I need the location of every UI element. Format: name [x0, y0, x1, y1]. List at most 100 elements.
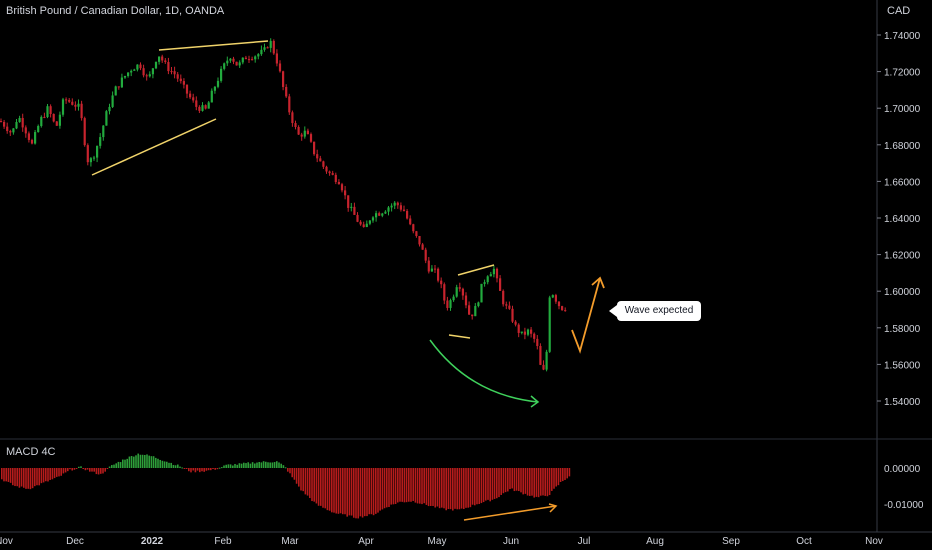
- candle-body: [158, 56, 161, 62]
- macd-bar: [511, 468, 513, 489]
- candle-body: [412, 224, 415, 232]
- macd-bar: [20, 468, 23, 487]
- macd-bar: [243, 462, 245, 468]
- candle-body: [244, 57, 247, 60]
- candle-body: [548, 297, 551, 352]
- candle-body: [313, 141, 316, 155]
- macd-bar: [476, 468, 478, 505]
- macd-bar: [49, 468, 51, 480]
- macd-bar: [163, 461, 166, 468]
- candle-body: [136, 64, 139, 70]
- macd-bar: [51, 468, 54, 480]
- candle-body: [185, 84, 189, 94]
- candle-body: [254, 56, 257, 60]
- candle-body: [474, 306, 477, 317]
- macd-bar: [249, 463, 252, 468]
- price-tick-label: 1.74000: [884, 31, 921, 42]
- macd-bar: [313, 468, 315, 502]
- macd-bar: [300, 468, 302, 491]
- macd-bar: [102, 468, 104, 474]
- macd-bar: [535, 468, 538, 497]
- macd-bar: [56, 468, 58, 477]
- macd-bar: [172, 464, 175, 468]
- macd-bar: [471, 468, 474, 505]
- macd-bar: [111, 465, 113, 468]
- macd-bar: [460, 468, 463, 509]
- macd-bar: [196, 468, 199, 471]
- candle-body: [15, 122, 18, 129]
- small-lower-trendline: [448, 334, 471, 339]
- candle-body: [179, 78, 182, 82]
- macd-indicator-label[interactable]: MACD 4C: [6, 446, 56, 458]
- candle-body: [390, 205, 393, 208]
- macd-bar: [133, 456, 135, 468]
- macd-bar: [67, 468, 69, 472]
- macd-bar: [185, 468, 188, 469]
- candle-body: [263, 47, 266, 50]
- candle-body: [291, 112, 294, 124]
- macd-bar: [529, 468, 531, 496]
- time-tick-label: May: [428, 536, 447, 547]
- macd-bar: [485, 468, 487, 501]
- macd-bar: [333, 468, 335, 513]
- macd-bar: [93, 468, 95, 472]
- macd-bar: [353, 468, 355, 518]
- macd-bar: [559, 468, 562, 482]
- macd-bar: [331, 468, 333, 513]
- candle-body: [520, 331, 523, 333]
- candle-body: [471, 314, 474, 317]
- candle-body: [213, 86, 216, 91]
- macd-bar: [177, 464, 179, 468]
- candle-body: [278, 63, 282, 72]
- candle-body: [328, 171, 331, 174]
- macd-bar: [183, 468, 186, 469]
- candle-body: [564, 310, 567, 312]
- macd-bar: [75, 468, 78, 469]
- macd-bar: [458, 468, 461, 510]
- macd-bar: [408, 468, 410, 502]
- macd-bar: [489, 468, 491, 502]
- price-tick-label: 1.66000: [884, 177, 921, 188]
- macd-bar: [498, 468, 500, 498]
- time-tick-label: Aug: [646, 536, 664, 547]
- macd-tick-label: -0.01000: [884, 500, 924, 511]
- price-tick-label: 1.62000: [884, 251, 921, 262]
- macd-bar: [23, 468, 25, 488]
- macd-bar: [551, 468, 553, 491]
- macd-bar: [276, 461, 278, 468]
- macd-bar: [548, 468, 551, 496]
- macd-bar: [493, 468, 496, 499]
- macd-bar: [100, 468, 102, 474]
- macd-bar: [445, 468, 447, 511]
- candle-body: [526, 329, 530, 335]
- macd-bar: [139, 454, 142, 468]
- macd-bar: [16, 468, 18, 487]
- candle-body: [446, 300, 449, 308]
- macd-bar: [465, 468, 467, 508]
- macd-bar: [553, 468, 555, 489]
- candle-body: [120, 77, 123, 88]
- candle-body: [297, 127, 300, 135]
- candle-body: [306, 130, 309, 135]
- price-tick-label: 1.68000: [884, 141, 921, 152]
- candle-body: [536, 338, 539, 347]
- candle-body: [399, 205, 402, 210]
- candle-body: [539, 346, 542, 365]
- candle-body: [319, 158, 322, 162]
- macd-bar: [557, 468, 560, 486]
- candle-body: [486, 276, 489, 283]
- candle-body: [325, 166, 328, 172]
- candle-body: [303, 130, 306, 137]
- macd-bar: [166, 461, 168, 468]
- candle-body: [365, 223, 368, 228]
- macd-bar: [537, 468, 540, 498]
- candle-body: [260, 49, 263, 55]
- macd-bar: [540, 468, 542, 496]
- macd-bar: [474, 468, 476, 506]
- candle-body: [461, 288, 464, 296]
- candle-body: [427, 260, 430, 272]
- macd-bar: [298, 468, 300, 487]
- candle-body: [108, 106, 111, 112]
- candle-body: [148, 74, 151, 77]
